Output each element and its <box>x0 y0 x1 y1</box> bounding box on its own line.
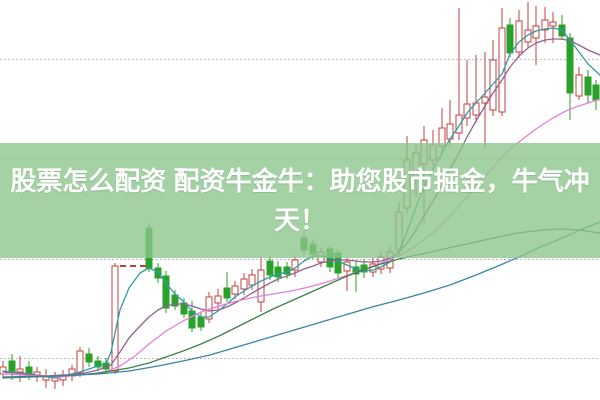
ma-lines <box>2 27 600 379</box>
headline-line-2: 天！ <box>273 204 326 235</box>
ma-fast-teal <box>2 27 600 379</box>
headline-line-1: 股票怎么配资 配资牛金牛：助您股市掘金，牛气冲 <box>10 165 590 196</box>
headline-banner: 股票怎么配资 配资牛金牛：助您股市掘金，牛气冲 天！ <box>0 143 600 258</box>
ma-mid-purple <box>2 38 600 377</box>
